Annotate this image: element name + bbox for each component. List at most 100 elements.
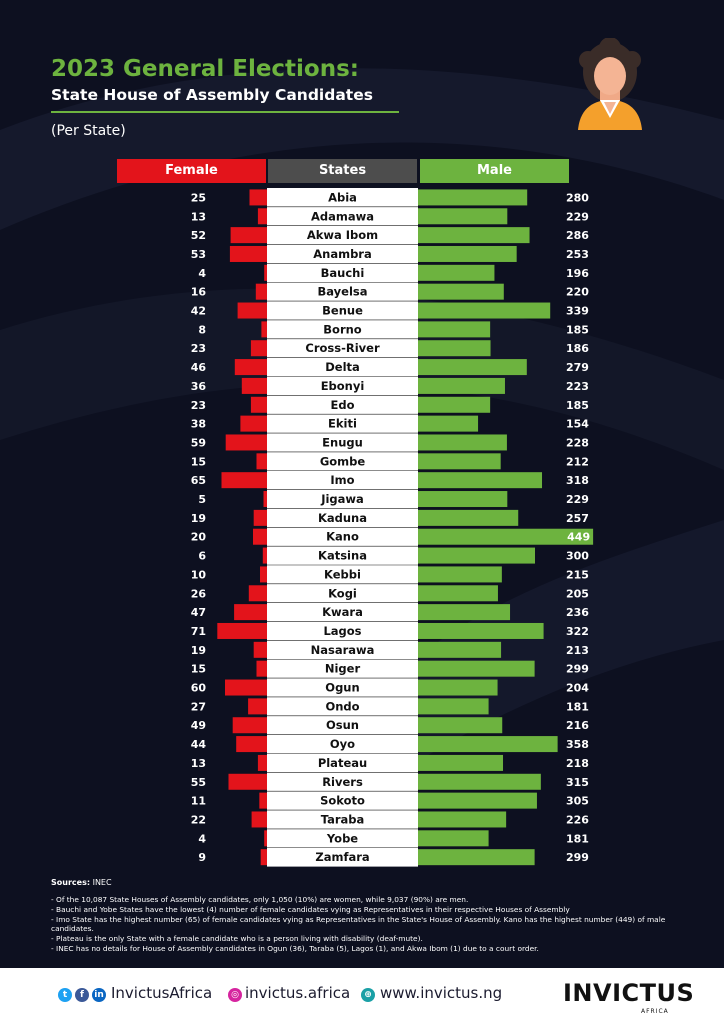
male-value-label: 279 — [566, 361, 589, 374]
state-label: Gombe — [320, 454, 366, 468]
male-bar — [418, 321, 491, 338]
male-bar — [418, 283, 504, 300]
social-handle[interactable]: InvictusAfrica — [111, 984, 213, 1002]
invictus-logo-sub: AFRICA — [641, 1008, 669, 1015]
sources-value: INEC — [92, 878, 112, 887]
female-bar — [257, 208, 267, 225]
female-value-label: 16 — [191, 286, 207, 299]
female-value-label: 15 — [191, 455, 206, 468]
female-bar — [248, 698, 267, 715]
invictus-logo: INVICTUS — [563, 979, 695, 1007]
male-bar — [418, 830, 489, 847]
state-label: Benue — [322, 304, 363, 318]
male-bar — [418, 792, 537, 809]
per-state-label: (Per State) — [51, 123, 126, 139]
female-value-label: 47 — [191, 606, 206, 619]
female-value-label: 13 — [191, 210, 206, 223]
state-label: Niger — [325, 662, 361, 676]
male-bar — [418, 189, 528, 206]
sources-line: Sources: INEC — [51, 878, 112, 887]
female-value-label: 53 — [191, 248, 206, 261]
facebook-icon[interactable]: f — [75, 988, 89, 1002]
state-label: Plateau — [318, 756, 367, 770]
female-value-label: 23 — [191, 342, 206, 355]
male-value-label: 236 — [566, 606, 589, 619]
female-value-label: 36 — [191, 380, 207, 393]
website-link[interactable]: www.invictus.ng — [380, 984, 503, 1002]
state-label: Katsina — [318, 549, 367, 563]
female-bar — [236, 736, 267, 753]
female-value-label: 60 — [191, 682, 207, 695]
male-value-label: 181 — [566, 700, 589, 713]
male-value-label: 229 — [566, 493, 589, 506]
chart-title: 2023 General Elections: — [51, 56, 359, 82]
male-bar — [418, 660, 535, 677]
female-bar — [248, 585, 267, 602]
female-bar — [217, 622, 267, 639]
male-value-label: 257 — [566, 512, 589, 525]
female-value-label: 65 — [191, 474, 206, 487]
state-label: Abia — [328, 190, 357, 204]
sources-label: Sources: — [51, 878, 91, 887]
female-bar — [250, 340, 267, 357]
state-label: Borno — [323, 322, 362, 336]
state-label: Akwa Ibom — [307, 228, 378, 242]
female-value-label: 26 — [191, 587, 207, 600]
male-value-label: 253 — [566, 248, 589, 261]
state-label: Bayelsa — [317, 285, 367, 299]
male-bar — [418, 754, 504, 771]
female-value-label: 46 — [191, 361, 207, 374]
female-bar — [249, 189, 267, 206]
state-label: Edo — [331, 398, 355, 412]
state-label: Cross-River — [305, 341, 380, 355]
male-bar — [418, 415, 479, 432]
female-value-label: 71 — [191, 625, 206, 638]
linkedin-icon[interactable]: in — [92, 988, 106, 1002]
female-bar — [255, 283, 267, 300]
male-value-label: 185 — [566, 323, 589, 336]
female-value-label: 25 — [191, 191, 206, 204]
state-label: Zamfara — [315, 850, 369, 864]
male-bar — [418, 434, 507, 451]
state-label: Oyo — [330, 737, 355, 751]
state-label: Lagos — [323, 624, 361, 638]
male-value-label: 299 — [566, 663, 589, 676]
female-value-label: 23 — [191, 399, 206, 412]
female-value-label: 13 — [191, 757, 206, 770]
male-value-label: 228 — [566, 436, 589, 449]
states-column-header: States — [268, 159, 417, 183]
female-bar — [251, 811, 267, 828]
male-bar — [418, 698, 489, 715]
female-bar — [260, 566, 267, 583]
male-bar — [418, 472, 543, 489]
female-value-label: 27 — [191, 700, 206, 713]
female-value-label: 6 — [198, 550, 206, 563]
female-value-label: 22 — [191, 813, 206, 826]
male-bar — [418, 491, 508, 508]
state-label: Anambra — [313, 247, 372, 261]
state-label: Ebonyi — [321, 379, 365, 393]
instagram-icon[interactable]: ◎ — [228, 988, 242, 1002]
male-bar — [418, 245, 517, 262]
female-bar — [241, 377, 267, 394]
state-label: Taraba — [321, 812, 365, 826]
male-bar — [418, 679, 498, 696]
male-value-label: 322 — [566, 625, 589, 638]
instagram-handle[interactable]: invictus.africa — [245, 984, 351, 1002]
male-value-label: 229 — [566, 210, 589, 223]
male-value-label: 215 — [566, 568, 589, 581]
male-bar — [418, 773, 541, 790]
female-bar — [262, 547, 267, 564]
female-value-label: 38 — [191, 418, 206, 431]
male-value-label: 300 — [566, 550, 589, 563]
male-value-label: 223 — [566, 380, 589, 393]
twitter-icon[interactable]: t — [58, 988, 72, 1002]
male-bar — [418, 453, 501, 470]
female-bar — [259, 792, 267, 809]
male-bar — [418, 585, 498, 602]
female-value-label: 42 — [191, 305, 206, 318]
globe-icon[interactable]: ⊕ — [361, 988, 375, 1002]
female-value-label: 4 — [198, 267, 206, 280]
